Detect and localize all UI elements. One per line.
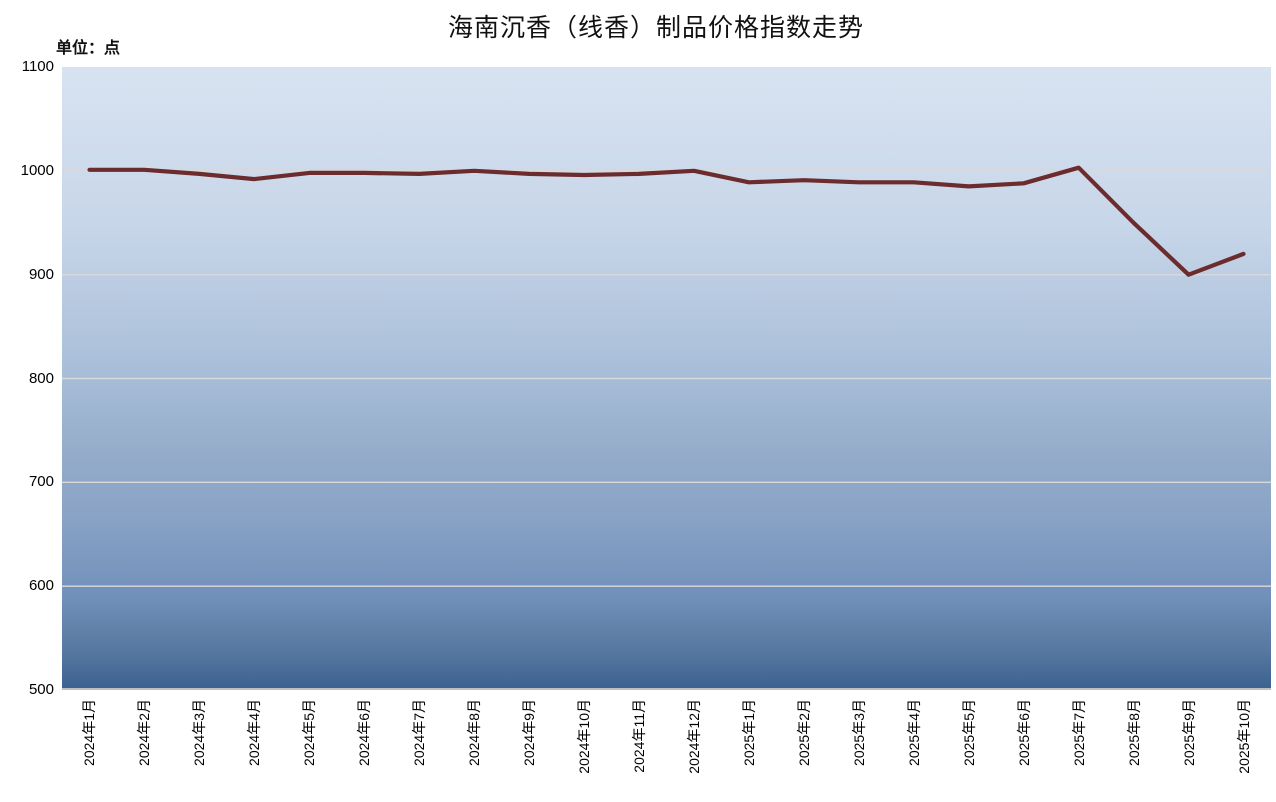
price-index-line	[87, 165, 1246, 277]
x-tick-label: 2025年9月	[1180, 699, 1197, 766]
x-tick-label: 2024年1月	[81, 699, 98, 766]
x-tick-label: 2024年3月	[191, 699, 208, 766]
x-tick-label: 2024年5月	[301, 699, 318, 766]
x-tick-label: 2024年12月	[685, 699, 702, 774]
y-tick-label: 900	[28, 265, 54, 283]
x-tick-label: 2024年4月	[246, 699, 263, 766]
x-tick-label: 2024年8月	[466, 699, 483, 766]
x-tick-label: 2025年8月	[1125, 699, 1142, 766]
y-tick-label: 700	[28, 473, 54, 491]
x-tick-label: 2025年5月	[960, 699, 977, 766]
y-tick-label: 1100	[21, 58, 54, 75]
price-index-line-chart	[62, 165, 1271, 690]
x-tick-label: 2024年11月	[631, 699, 648, 773]
x-tick-label: 2025年3月	[850, 699, 867, 766]
x-tick-label: 2025年10月	[1235, 699, 1252, 774]
y-axis-unit-label: 单位：点	[56, 40, 121, 57]
y-tick-label: 500	[28, 681, 54, 698]
x-tick-label: 2025年6月	[1015, 699, 1032, 766]
y-tick-label: 800	[28, 369, 54, 387]
x-tick-label: 2024年2月	[136, 699, 153, 766]
x-tick-label: 2024年7月	[411, 699, 428, 766]
x-tick-label: 2025年2月	[795, 699, 812, 766]
y-tick-label: 600	[28, 577, 54, 595]
chart-title: 海南沉香（线香）制品价格指数走势	[447, 15, 864, 42]
x-tick-label: 2024年10月	[576, 699, 593, 774]
plot-area	[62, 67, 1271, 690]
x-tick-label: 2025年1月	[740, 699, 757, 766]
x-tick-label: 2024年6月	[356, 699, 373, 766]
y-tick-label: 1000	[20, 161, 54, 179]
x-tick-label: 2025年4月	[905, 699, 922, 766]
x-tick-label: 2024年9月	[521, 699, 538, 766]
x-tick-label: 2025年7月	[1070, 699, 1087, 766]
